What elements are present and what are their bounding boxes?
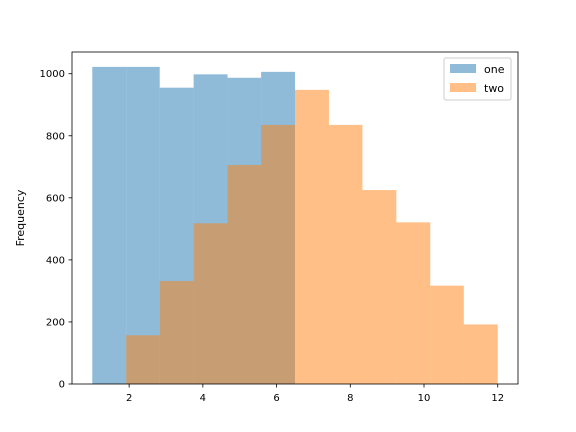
bar-two-8 xyxy=(396,222,431,384)
x-tick-label: 4 xyxy=(200,393,206,404)
bar-two-0 xyxy=(126,335,160,384)
y-axis: 0 200 400 600 800 1000 xyxy=(40,69,72,391)
bar-two-10 xyxy=(463,324,498,384)
bar-two-6 xyxy=(328,124,363,384)
x-tick-label: 2 xyxy=(126,393,132,404)
legend-swatch-two xyxy=(450,83,476,92)
bar-two-1 xyxy=(159,280,194,384)
x-tick-label: 10 xyxy=(418,393,431,404)
legend-label-one: one xyxy=(484,63,505,76)
x-axis: 2 4 6 8 10 12 xyxy=(126,384,504,404)
legend-swatch-one xyxy=(450,64,476,73)
y-tick-label: 0 xyxy=(59,380,65,391)
y-tick-label: 200 xyxy=(46,317,65,328)
y-tick-label: 800 xyxy=(46,131,65,142)
bar-one-1 xyxy=(126,66,160,384)
bar-two-3 xyxy=(227,164,262,384)
bar-two-7 xyxy=(362,190,397,384)
y-tick-label: 1000 xyxy=(40,69,65,80)
x-tick-label: 8 xyxy=(347,393,353,404)
x-tick-label: 6 xyxy=(273,393,279,404)
bar-one-0 xyxy=(92,66,127,384)
legend-label-two: two xyxy=(484,82,504,95)
plot-frame xyxy=(71,51,519,385)
x-tick-label: 12 xyxy=(491,393,504,404)
bars-layer xyxy=(92,66,498,385)
legend: one two xyxy=(443,57,512,101)
bar-two-4 xyxy=(261,124,295,384)
y-tick-label: 400 xyxy=(46,255,65,266)
bar-two-2 xyxy=(193,223,228,384)
bar-two-5 xyxy=(295,89,329,385)
y-axis-label: Frequency xyxy=(14,189,27,246)
bar-two-9 xyxy=(430,285,464,384)
y-tick-label: 600 xyxy=(46,193,65,204)
